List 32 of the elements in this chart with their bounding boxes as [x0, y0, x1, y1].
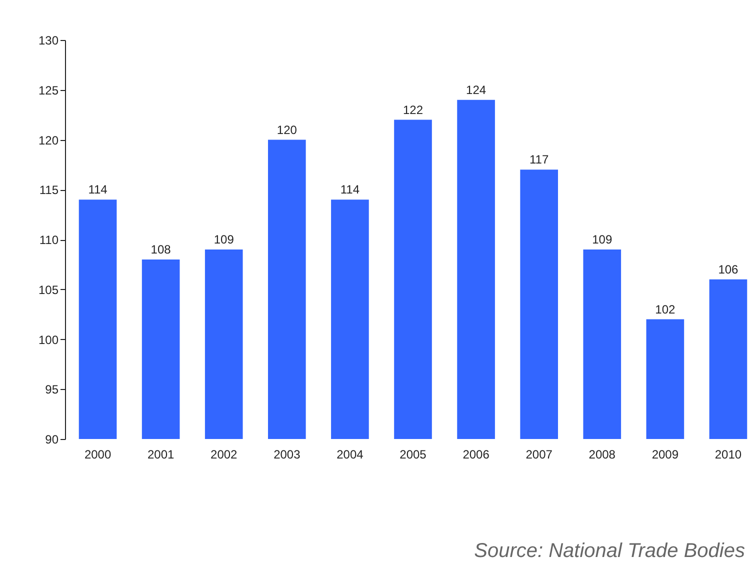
x-tick-label: 2003 — [274, 448, 301, 462]
data-label: 102 — [655, 302, 676, 316]
y-tick-label: 95 — [45, 382, 59, 397]
x-tick-label: 2001 — [147, 448, 174, 462]
y-tick-label: 100 — [38, 332, 59, 347]
x-tick-label: 2002 — [210, 448, 238, 462]
y-tick-label: 105 — [38, 282, 59, 297]
x-tick-label: 2007 — [526, 448, 553, 462]
x-tick-label: 2000 — [84, 448, 112, 462]
data-label: 117 — [530, 152, 549, 167]
data-label: 108 — [150, 242, 172, 256]
data-label: 109 — [214, 232, 234, 246]
data-label: 120 — [276, 122, 298, 137]
x-tick-label: 2006 — [462, 448, 490, 462]
x-tick-label: 2010 — [714, 448, 742, 462]
data-label: 114 — [340, 182, 360, 197]
data-label: 114 — [88, 182, 108, 197]
y-tick-label: 115 — [39, 183, 59, 198]
y-tick-label: 130 — [38, 34, 59, 48]
x-tick-label: 2009 — [652, 448, 679, 462]
y-tick-label: 90 — [45, 432, 59, 446]
source-note: Source: National Trade Bodies — [474, 540, 745, 563]
x-tick-label: 2008 — [588, 448, 616, 462]
y-tick-label: 125 — [38, 83, 59, 98]
data-label: 109 — [592, 232, 612, 246]
data-label: 122 — [402, 102, 424, 117]
data-label: 124 — [466, 82, 486, 97]
y-tick-label: 120 — [38, 133, 59, 148]
x-tick-label: 2005 — [400, 448, 427, 462]
data-label: 106 — [718, 262, 739, 276]
x-tick-label: 2004 — [336, 448, 364, 462]
y-tick-label: 110 — [39, 233, 59, 247]
